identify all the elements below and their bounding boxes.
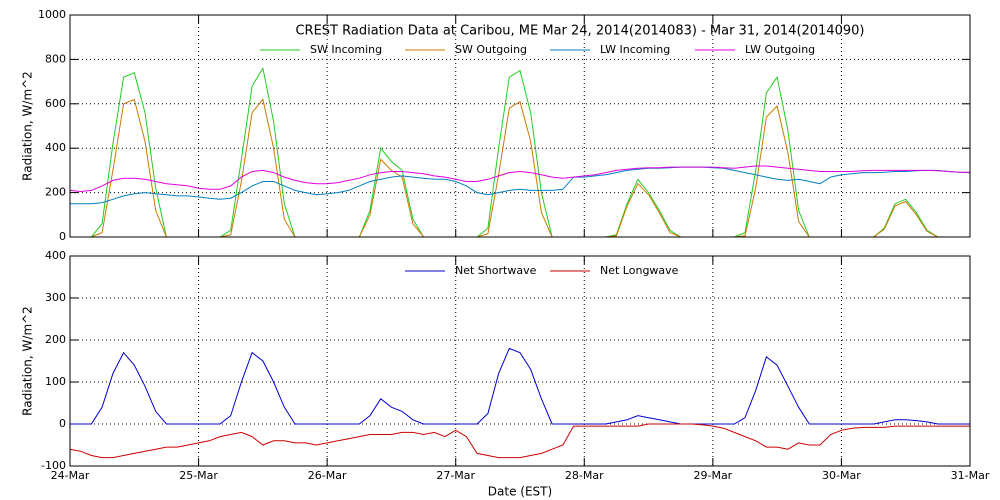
x-tick-label: 27-Mar [436,469,475,482]
y-tick-label: 200 [45,333,66,346]
legend-label: SW Incoming [310,43,382,56]
y-tick-label: 200 [45,186,66,199]
legend-label: Net Longwave [600,264,679,277]
series-line [69,423,970,459]
legend-label: SW Outgoing [455,43,527,56]
y-tick-label: 400 [45,249,66,262]
series-line [69,165,970,193]
legend-label: Net Shortwave [455,264,537,277]
y-axis-label: Radiation, W/m^2 [21,71,35,181]
x-tick-label: 30-Mar [822,469,861,482]
series-line [70,98,970,238]
x-tick-label: 25-Mar [179,469,218,482]
y-tick-label: -100 [41,459,66,472]
x-tick-label: 24-Mar [51,469,90,482]
x-tick-label: 29-Mar [693,469,732,482]
y-tick-label: 800 [45,52,66,65]
series-line [70,66,970,238]
y-tick-label: 0 [59,417,66,430]
series-line [70,166,971,205]
y-tick-label: 0 [59,230,66,243]
x-tick-label: 31-Mar [951,469,990,482]
plot-frame [69,14,971,238]
x-tick-label: 28-Mar [565,469,604,482]
series-line [70,347,970,425]
y-tick-label: 600 [45,97,66,110]
legend-label: LW Outgoing [745,43,815,56]
y-tick-label: 1000 [38,8,66,21]
y-tick-label: 100 [45,375,66,388]
y-tick-label: 400 [45,141,66,154]
x-tick-label: 26-Mar [308,469,347,482]
x-axis-label: Date (EST) [488,485,552,499]
y-tick-label: 300 [45,291,66,304]
y-axis-label: Radiation, W/m^2 [21,306,35,416]
legend-label: LW Incoming [600,43,670,56]
chart-title: CREST Radiation Data at Caribou, ME Mar … [295,24,864,39]
plot-frame [69,255,971,467]
